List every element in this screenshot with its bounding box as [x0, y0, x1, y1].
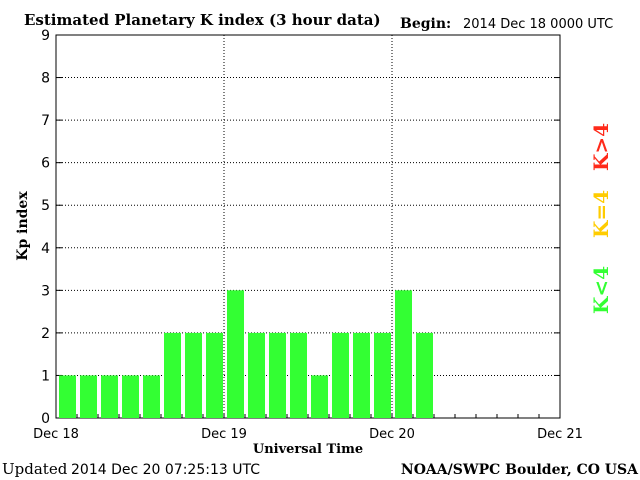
legend-item: K<4 [589, 266, 613, 314]
x-tick-label: Dec 19 [201, 427, 247, 442]
y-axis-title: Kp index [15, 191, 31, 261]
kp-bar [248, 332, 265, 418]
y-tick-label: 4 [41, 241, 50, 257]
updated-label: Updated [2, 460, 68, 478]
y-tick-label: 7 [41, 113, 50, 129]
kp-bar [395, 290, 412, 418]
updated-value: 2014 Dec 20 07:25:13 UTC [71, 462, 260, 478]
y-tick-label: 6 [41, 156, 50, 172]
kp-bar [185, 332, 202, 418]
kp-bar [227, 290, 244, 418]
y-tick-label: 2 [41, 326, 50, 342]
y-tick-label: 9 [41, 28, 50, 44]
kp-bar [80, 375, 97, 418]
kp-bar [164, 332, 181, 418]
chart-title: Estimated Planetary K index (3 hour data… [24, 11, 381, 29]
x-axis-title: Universal Time [253, 442, 363, 457]
plot-frame [55, 34, 561, 419]
kp-bar [332, 332, 349, 418]
kp-bar [311, 375, 328, 418]
kp-bar [353, 332, 370, 418]
kp-bar [143, 375, 160, 418]
kp-bar [122, 375, 139, 418]
y-tick-label: 3 [41, 283, 50, 299]
kp-bar [59, 375, 76, 418]
kp-bar [101, 375, 118, 418]
y-tick-label: 0 [41, 411, 50, 427]
x-tick-label: Dec 18 [33, 427, 79, 442]
kp-bar [206, 332, 223, 418]
begin-value: 2014 Dec 18 0000 UTC [463, 17, 613, 32]
legend: K>4 K=4 K<4 [589, 123, 613, 314]
legend-item: K>4 [589, 123, 613, 171]
kp-bar [416, 332, 433, 418]
source-credit: NOAA/SWPC Boulder, CO USA [401, 462, 639, 478]
y-tick-label: 8 [41, 71, 50, 87]
begin-label: Begin: [400, 16, 451, 32]
x-tick-label: Dec 21 [537, 427, 583, 442]
y-tick-label: 1 [41, 368, 50, 384]
y-tick-label: 5 [41, 198, 50, 214]
kp-bar [290, 332, 307, 418]
kp-bar [374, 332, 391, 418]
kp-bar [269, 332, 286, 418]
x-tick-label: Dec 20 [369, 427, 415, 442]
legend-item: K=4 [589, 190, 613, 238]
plot-area: 0 1 2 3 4 5 6 7 8 9 Dec 18 Dec 19 Dec 20 Dec 21 [33, 28, 583, 442]
